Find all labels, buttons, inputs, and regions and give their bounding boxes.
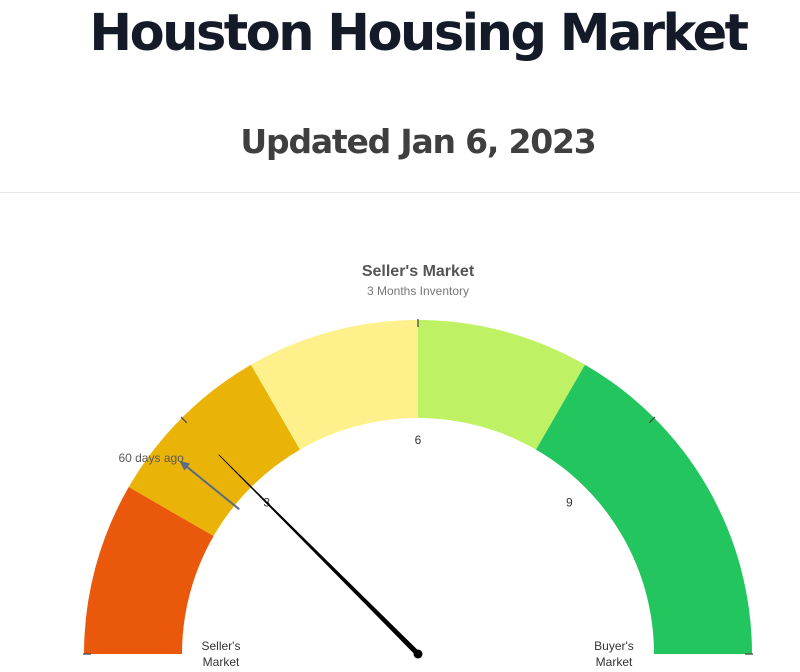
buyers-market-label: Buyer's <box>594 639 634 653</box>
gauge-marker-label: 60 days ago <box>118 451 184 465</box>
gauge-needle <box>218 454 420 656</box>
page-title: Houston Housing Market <box>89 4 749 63</box>
gauge-tick-mark <box>180 416 188 424</box>
gauge-band-0 <box>84 487 214 654</box>
gauge-tick-labels: 369 <box>263 433 573 510</box>
gauge-subtitle: 3 Months Inventory <box>367 284 469 298</box>
gauge-needle-group <box>218 454 423 659</box>
gauge-tick-label: 6 <box>415 433 422 447</box>
updated-date: Updated Jan 6, 2023 <box>240 122 596 161</box>
gauge-marker-arrow <box>179 460 191 471</box>
sellers-market-label: Market <box>203 655 240 669</box>
page-header: Houston Housing Market Updated Jan 6, 20… <box>0 0 800 193</box>
gauge-title: Seller's Market <box>362 263 475 280</box>
gauge-tick-mark <box>648 416 656 424</box>
gauge-marker-group: 60 days ago <box>118 451 240 511</box>
gauge-tick-label: 9 <box>566 496 573 510</box>
sellers-market-label: Seller's <box>202 639 241 653</box>
gauge-band-4 <box>536 364 752 654</box>
gauge-ticks <box>83 319 753 655</box>
gauge-end-labels: Seller's Market Buyer's Market <box>202 639 634 669</box>
gauge-band-1 <box>128 364 300 536</box>
gauge-needle-hub <box>413 649 423 659</box>
gauge-band-3 <box>418 320 585 450</box>
gauge-marker-line <box>184 464 240 511</box>
gauge-bands <box>84 320 752 654</box>
gauge-band-2 <box>251 320 418 450</box>
buyers-market-label: Market <box>596 655 633 669</box>
